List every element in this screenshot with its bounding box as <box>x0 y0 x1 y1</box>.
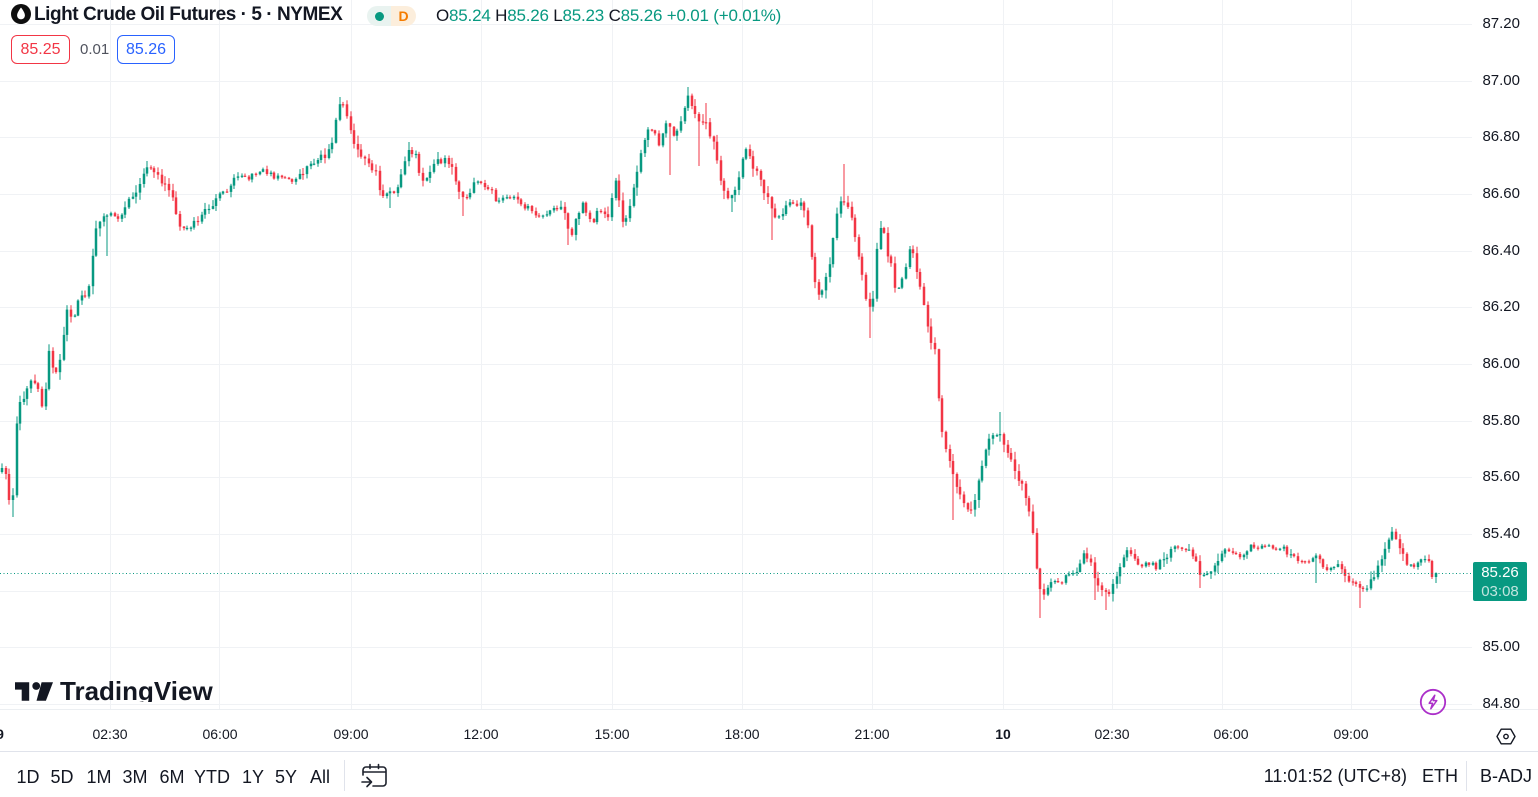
svg-text:TradingView: TradingView <box>60 681 213 702</box>
